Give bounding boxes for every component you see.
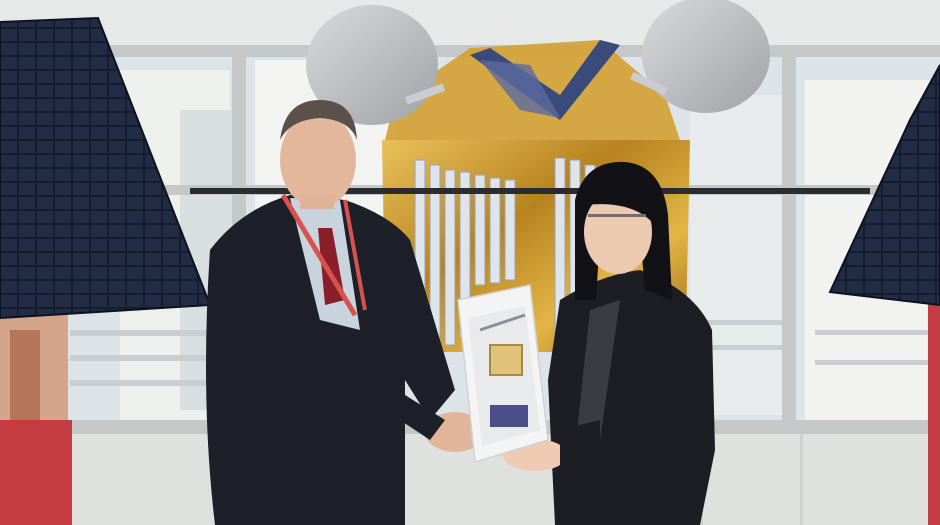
person-right <box>503 161 715 525</box>
right-dish <box>642 0 770 113</box>
left-dish <box>306 5 438 125</box>
man-left <box>206 100 485 525</box>
right-solar-panel <box>828 64 940 307</box>
satellite-box-model <box>457 284 549 463</box>
red-banner <box>0 310 72 525</box>
